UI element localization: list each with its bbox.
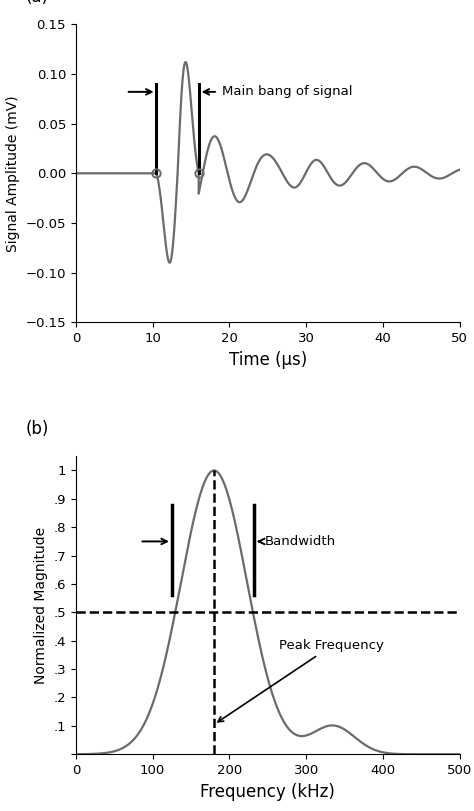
X-axis label: Time (μs): Time (μs) [228,350,307,368]
X-axis label: Frequency (kHz): Frequency (kHz) [201,783,335,800]
Text: Peak Frequency: Peak Frequency [218,639,384,722]
Text: Bandwidth: Bandwidth [265,535,336,548]
Text: (b): (b) [26,420,49,439]
Y-axis label: Normalized Magnitude: Normalized Magnitude [34,526,48,684]
Text: (a): (a) [26,0,49,6]
Text: Main bang of signal: Main bang of signal [222,85,352,98]
Y-axis label: Signal Amplitude (mV): Signal Amplitude (mV) [6,95,20,251]
